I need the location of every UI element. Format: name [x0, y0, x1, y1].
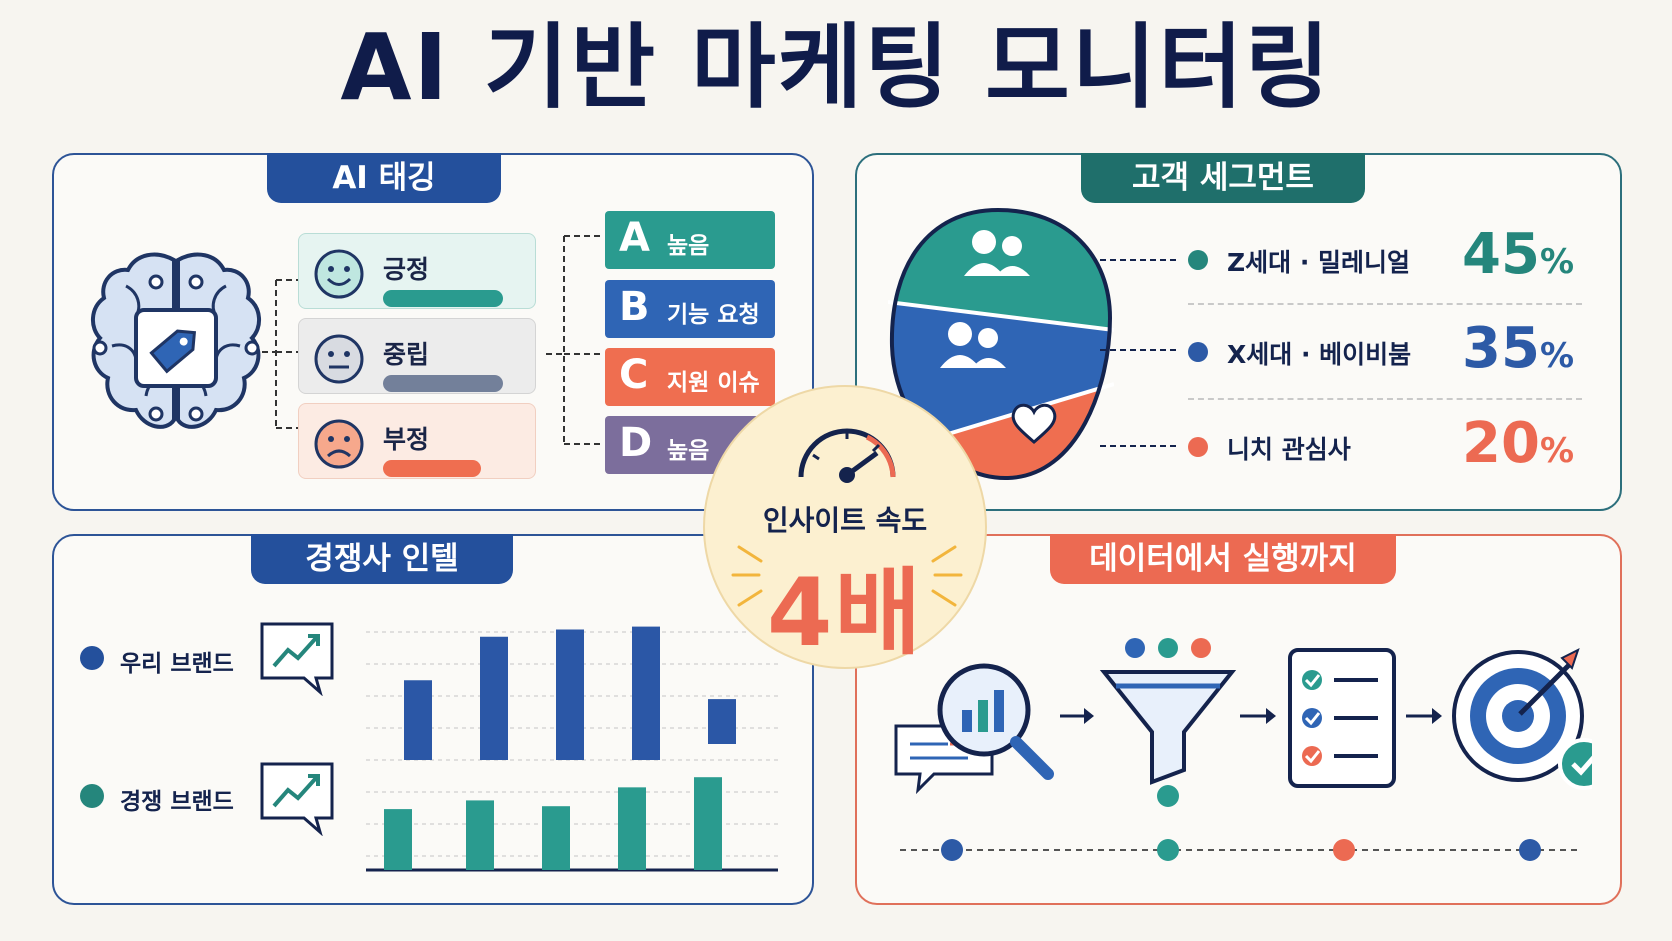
legend-dot-ours: [80, 646, 104, 670]
segment-value: 20%: [1462, 411, 1574, 476]
legend-dot-competitor: [80, 784, 104, 808]
customer-segment-header: 고객 세그먼트: [1081, 153, 1365, 203]
bar-ours: [404, 680, 432, 760]
segment-value: 45%: [1462, 222, 1574, 287]
people-icon: [964, 230, 1030, 276]
bar-competitor: [542, 806, 570, 870]
segment-dot: [1188, 342, 1208, 362]
sentiment-label: 부정: [383, 425, 430, 454]
sentiment-bar: [383, 460, 481, 477]
competitor-intel-header: 경쟁사 인텔: [251, 534, 513, 584]
segment-label: 니치 관심사: [1227, 435, 1351, 464]
bar-competitor: [694, 777, 722, 870]
divider: [1188, 303, 1582, 305]
insight-speed-value: 4배: [767, 559, 923, 668]
legend-label-competitor: 경쟁 브랜드: [120, 789, 234, 815]
sentiment-negative: 부정: [298, 403, 536, 479]
checklist-icon: [1288, 648, 1396, 788]
happy-face-icon: [314, 249, 364, 299]
segment-number: 45: [1462, 222, 1540, 287]
bar-competitor: [384, 809, 412, 870]
segment-unit: %: [1539, 431, 1575, 471]
segment-label: X세대 · 베이비붐: [1227, 340, 1412, 369]
sentiment-label: 긍정: [383, 255, 430, 284]
category-tag-b: B 기능 요청: [605, 280, 775, 338]
competitor-intel-panel: [52, 534, 814, 905]
category-letter: C: [619, 352, 649, 398]
target-icon: [1452, 648, 1592, 790]
burst-lines: [731, 545, 963, 607]
bar-ours: [632, 626, 660, 760]
neutral-face-icon: [314, 334, 364, 384]
data-to-action-header: 데이터에서 실행까지: [1050, 534, 1396, 584]
category-text: 기능 요청: [667, 302, 760, 328]
segment-label: Z세대 · 밀레니얼: [1227, 248, 1411, 277]
trend-chat-icon: [260, 762, 334, 836]
category-letter: A: [619, 215, 650, 261]
competitor-bar-chart: [366, 626, 778, 872]
ai-tagging-header: AI 태깅: [267, 153, 501, 203]
segment-dot: [1188, 437, 1208, 457]
speedometer-icon: [798, 428, 896, 483]
pipeline-diagram: [894, 638, 1592, 861]
bar-ours: [556, 629, 584, 760]
bar-competitor: [618, 787, 646, 870]
connector-lines-right: [546, 235, 602, 445]
category-text: 지원 이슈: [667, 370, 760, 396]
sentiment-label: 중립: [383, 340, 430, 369]
segment-value: 35%: [1462, 316, 1574, 381]
segment-number: 20: [1462, 411, 1540, 476]
bar-ours: [708, 699, 736, 744]
category-text: 높음: [667, 233, 710, 259]
category-letter: B: [619, 284, 650, 330]
bar-competitor: [466, 800, 494, 870]
segment-number: 35: [1462, 316, 1540, 381]
insight-speed-label: 인사이트 속도: [762, 504, 928, 537]
segment-unit: %: [1539, 336, 1575, 376]
divider: [1188, 398, 1582, 400]
segment-leader-lines: [1100, 259, 1180, 447]
search-data-icon: [894, 663, 1054, 795]
connector-lines: [262, 279, 300, 429]
sentiment-neutral: 중립: [298, 318, 536, 394]
funnel-icon: [1099, 638, 1237, 807]
category-text: 높음: [667, 438, 710, 464]
brain-icon: [91, 252, 261, 429]
category-tag-a: A 높음: [605, 211, 775, 269]
category-letter: D: [619, 420, 653, 466]
trend-chat-icon: [260, 622, 334, 696]
bar-ours: [480, 636, 508, 760]
sentiment-bar: [383, 375, 503, 392]
insight-speed-badge: 인사이트 속도 4배: [703, 385, 987, 669]
legend-label-ours: 우리 브랜드: [120, 651, 234, 677]
segment-unit: %: [1539, 242, 1575, 282]
sentiment-positive: 긍정: [298, 233, 536, 309]
sentiment-bar: [383, 290, 503, 307]
category-tag-c: C 지원 이슈: [605, 348, 775, 406]
segment-dot: [1188, 250, 1208, 270]
sad-face-icon: [314, 419, 364, 469]
page-title: AI 기반 마케팅 모니터링: [340, 14, 1332, 121]
